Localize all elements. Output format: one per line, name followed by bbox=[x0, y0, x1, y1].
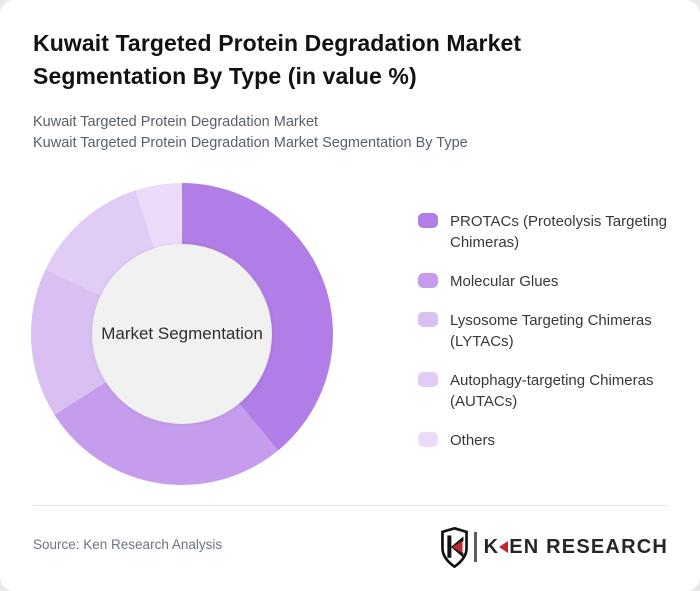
legend-swatch bbox=[418, 312, 438, 327]
legend-label: PROTACs (Proteolysis Targeting Chimeras) bbox=[450, 213, 668, 251]
footer-divider bbox=[33, 505, 667, 506]
legend-item: Others bbox=[418, 430, 668, 451]
legend-label: Autophagy-targeting Chimeras (AUTACs) bbox=[450, 372, 654, 410]
source-note: Source: Ken Research Analysis bbox=[33, 537, 223, 552]
legend-item: Molecular Glues bbox=[418, 271, 668, 292]
legend-label: Molecular Glues bbox=[450, 273, 559, 290]
legend-swatch bbox=[418, 213, 438, 228]
subtitle: Kuwait Targeted Protein Degradation Mark… bbox=[33, 112, 653, 154]
brand-wordmark: K EN RESEARCH bbox=[484, 536, 668, 559]
subtitle-line-2: Kuwait Targeted Protein Degradation Mark… bbox=[33, 135, 468, 151]
subtitle-line-1: Kuwait Targeted Protein Degradation Mark… bbox=[33, 114, 319, 130]
legend-label: Others bbox=[450, 432, 496, 449]
legend-item: Lysosome Targeting Chimeras (LYTACs) bbox=[418, 310, 668, 352]
shield-k-icon bbox=[441, 526, 468, 568]
brand-rest: EN RESEARCH bbox=[509, 535, 668, 558]
red-triangle-icon bbox=[499, 541, 509, 553]
legend-label: Lysosome Targeting Chimeras (LYTACs) bbox=[450, 312, 652, 350]
logo-separator bbox=[474, 532, 477, 562]
legend-swatch bbox=[418, 432, 438, 447]
legend-swatch bbox=[418, 372, 438, 387]
ken-research-logo: K EN RESEARCH bbox=[441, 526, 668, 568]
legend: PROTACs (Proteolysis Targeting Chimeras)… bbox=[418, 211, 668, 451]
legend-swatch bbox=[418, 273, 438, 288]
legend-item: PROTACs (Proteolysis Targeting Chimeras) bbox=[418, 211, 668, 253]
donut-hole: Market Segmentation bbox=[92, 244, 272, 424]
donut-chart: Market Segmentation bbox=[31, 183, 333, 485]
donut-center-label: Market Segmentation bbox=[101, 324, 263, 343]
page-title: Kuwait Targeted Protein Degradation Mark… bbox=[33, 30, 522, 89]
legend-item: Autophagy-targeting Chimeras (AUTACs) bbox=[418, 370, 668, 412]
brand-letter-k: K bbox=[483, 535, 500, 558]
